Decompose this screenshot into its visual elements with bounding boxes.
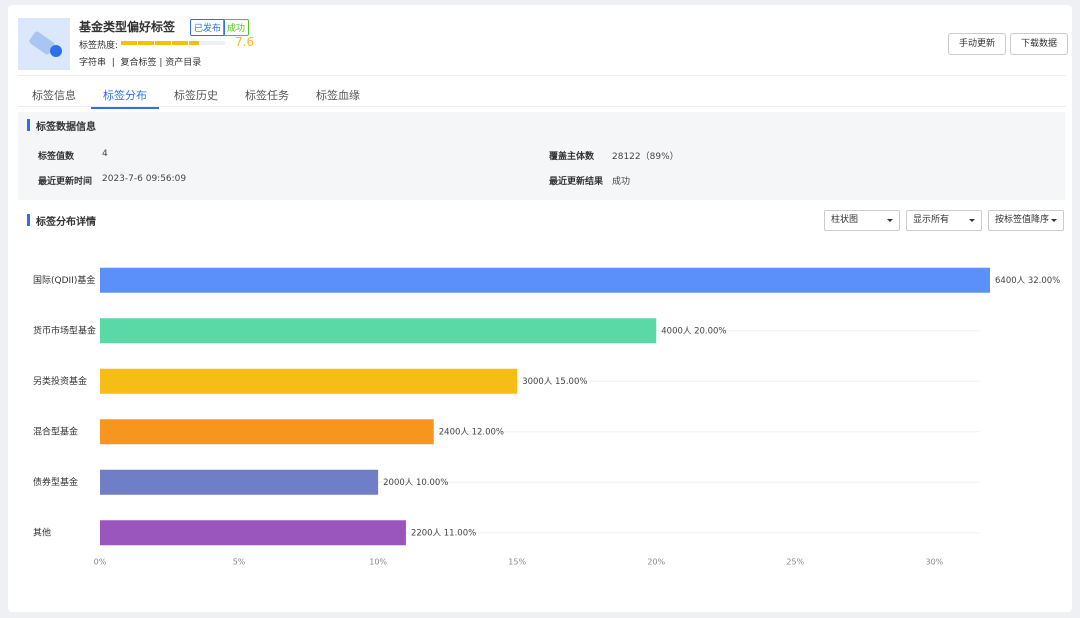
category-label: 其他 [33,526,51,538]
tab[interactable]: 标签血缘 [316,87,360,103]
meta-item: 复合标签 [121,58,157,68]
value-label: 2000人 10.00% [383,478,448,488]
info-title: 标签数据信息 [36,118,96,133]
divider [18,106,1066,107]
category-label: 另类投资基金 [33,375,87,387]
info-value: 2023-7-6 09:56:09 [102,174,186,184]
x-tick-label: 5% [233,558,246,567]
section-marker [27,214,30,226]
bar [100,470,378,495]
info-label: 覆盖主体数 [549,149,594,162]
info-panel [18,112,1065,200]
download-button[interactable]: 下载数据 [1010,33,1068,55]
heat-fill [121,41,199,45]
tag-icon [18,18,70,70]
category-label: 债券型基金 [33,476,78,488]
result-badge: 成功 [223,19,249,36]
heat-value: 7.6 [235,35,254,49]
heat-track [121,41,225,45]
divider [18,75,1066,76]
bar [100,520,406,545]
filter-select[interactable]: 显示所有 [906,210,982,231]
value-label: 3000人 15.00% [522,377,587,387]
category-label: 混合型基金 [33,425,78,437]
chart-type-select[interactable]: 柱状图 [824,210,900,231]
info-value: 成功 [612,174,630,187]
meta-item: 资产目录 [165,58,201,68]
info-value: 28122（89%） [612,149,679,162]
value-label: 6400人 32.00% [995,276,1060,286]
bar [100,268,990,293]
status-badge: 已发布 [190,19,225,36]
bar [100,419,434,444]
tab[interactable]: 标签历史 [174,87,218,103]
tab[interactable]: 标签信息 [32,87,76,103]
info-label: 最近更新结果 [549,174,603,187]
update-button[interactable]: 手动更新 [948,33,1006,55]
category-label: 货币市场型基金 [33,324,96,336]
value-label: 4000人 20.00% [661,326,726,336]
info-value: 4 [102,149,108,159]
sort-select[interactable]: 按标签值降序 [988,210,1064,231]
x-tick-label: 15% [508,558,526,567]
x-tick-label: 10% [369,558,387,567]
value-label: 2200人 11.00% [411,528,476,538]
meta: 字符串 | 复合标签 | 资产目录 [79,55,201,68]
value-label: 2400人 12.00% [439,427,504,437]
bar [100,369,517,394]
info-label: 标签值数 [38,149,74,162]
meta-item: 字符串 [79,58,106,68]
icon-graphic [18,18,70,70]
x-tick-label: 20% [647,558,665,567]
category-label: 国际(QDII)基金 [33,274,95,286]
section-title: 标签分布详情 [36,213,96,228]
x-tick-label: 0% [94,558,107,567]
heat-label: 标签热度: [79,38,118,51]
section-marker [27,119,30,131]
x-tick-label: 30% [925,558,943,567]
tab[interactable]: 标签任务 [245,87,289,103]
chart: 0% 5% 10% 15% 20% 25% 30% 国际(QDII)基金 6400人 32.00… [0,240,1080,580]
bar [100,318,656,343]
tag-title: 基金类型偏好标签 [79,18,175,35]
info-label: 最近更新时间 [38,174,92,187]
x-tick-label: 25% [786,558,804,567]
